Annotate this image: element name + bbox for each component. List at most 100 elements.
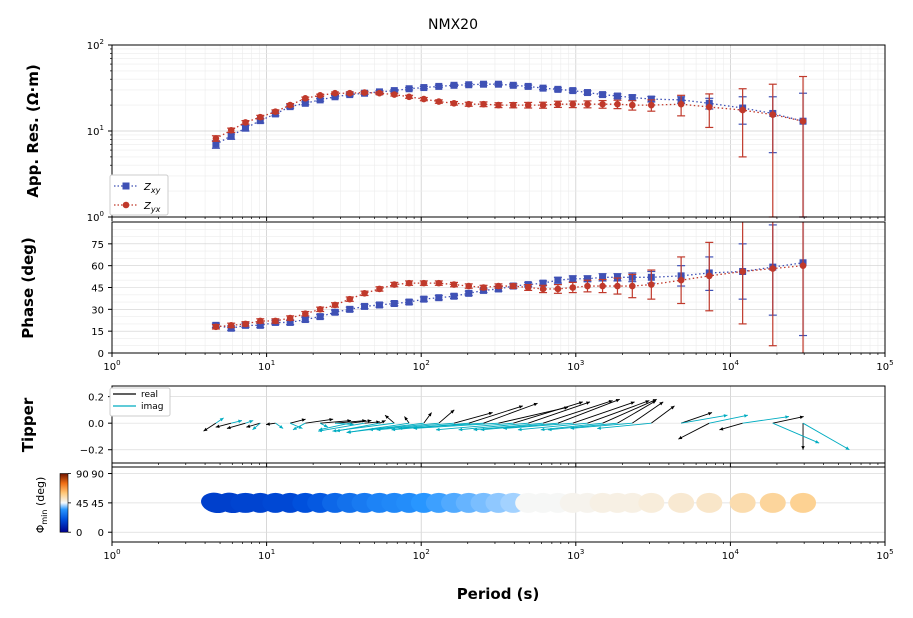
y-tick-label: 30 <box>91 305 104 316</box>
x-tick-label: 103 <box>567 548 584 562</box>
tipper-arrowhead-imag <box>435 427 440 432</box>
data-point-zyx <box>629 101 636 109</box>
data-point-zyx <box>302 310 309 318</box>
tipper-arrowhead-real <box>608 400 613 404</box>
tipper-arrowhead-real <box>266 422 270 426</box>
data-point-zyx <box>599 100 606 108</box>
series-line-zyx <box>215 265 804 328</box>
phase-tensor-ellipse <box>790 492 817 513</box>
data-point-zxy <box>554 85 562 93</box>
tipper-arrowhead-real <box>226 425 231 430</box>
tipper-arrow-real <box>528 401 591 424</box>
data-point-zyx <box>376 285 383 293</box>
tipper-arrowhead-real <box>719 427 724 431</box>
data-point-zxy <box>480 80 488 88</box>
tipper-arrowhead-imag <box>318 427 323 431</box>
x-tick-label: 101 <box>258 359 275 373</box>
tipper-arrowhead-imag <box>785 415 790 419</box>
tipper-arrowhead-imag <box>723 414 728 418</box>
data-point-zyx <box>799 117 807 125</box>
tipper-arrow-real <box>557 398 620 424</box>
tipper-arrow-imag <box>681 414 728 424</box>
data-point-zyx <box>569 284 577 291</box>
tipper-arrow-imag <box>742 416 790 424</box>
tipper-arrowhead-imag <box>279 425 284 429</box>
data-point-zyx <box>739 106 746 114</box>
data-point-zxy <box>375 301 383 309</box>
tipper-panel: −0.2 0.0 0.2 Tipper real imag <box>19 385 886 467</box>
data-point-zxy <box>494 80 502 88</box>
data-point-zxy <box>435 294 443 302</box>
tipper-arrowhead-imag <box>252 426 257 430</box>
data-point-zyx <box>524 101 532 109</box>
data-point-zxy <box>241 124 249 132</box>
tipper-arrow-real <box>513 401 583 424</box>
data-point-zyx <box>465 282 473 290</box>
y-axis-title: Tipper <box>19 397 37 452</box>
tipper-arrowhead-real <box>246 424 251 428</box>
tipper-arrowhead-real <box>367 419 372 423</box>
data-point-zxy <box>583 89 591 97</box>
data-point-zxy <box>316 313 324 321</box>
tipper-arrowhead-real <box>376 420 380 424</box>
data-point-zyx <box>705 103 713 111</box>
tipper-arrow-imag <box>503 422 573 429</box>
data-point-zyx <box>648 281 655 288</box>
tipper-arrowhead-imag <box>517 427 522 432</box>
data-point-zyx <box>648 101 655 109</box>
data-point-zxy <box>509 81 517 89</box>
tipper-arrowhead-imag <box>332 428 337 433</box>
tipper-arrow-real <box>334 420 366 424</box>
x-tick-label: 102 <box>413 548 430 562</box>
tipper-arrow-real <box>678 422 710 440</box>
tipper-arrowhead-imag <box>597 426 601 430</box>
tipper-arrowhead-real <box>615 398 620 403</box>
tipper-arrow-real <box>617 400 657 424</box>
panel-frame <box>111 44 886 218</box>
data-point-zyx <box>391 281 398 288</box>
tipper-arrow-imag <box>772 422 820 444</box>
tipper-arrowhead-real <box>404 416 408 421</box>
data-point-zyx <box>391 91 398 98</box>
data-point-zxy <box>647 95 655 103</box>
tipper-arrowhead-imag <box>249 420 254 424</box>
data-point-zxy <box>256 321 264 329</box>
data-point-zyx <box>256 113 264 121</box>
data-point-zxy <box>628 94 636 102</box>
y-tick-label: 101 <box>87 124 104 138</box>
tipper-arrow-imag <box>802 422 850 451</box>
data-point-zyx <box>465 100 473 108</box>
data-point-zyx <box>272 108 279 115</box>
data-point-zxy <box>613 92 621 100</box>
tipper-arrowhead-real <box>428 412 432 417</box>
tipper-arrowhead-imag <box>815 440 820 444</box>
data-point-zyx <box>509 282 517 290</box>
data-point-zyx <box>584 100 591 108</box>
data-point-zxy <box>227 132 235 140</box>
tipper-arrowhead-real <box>533 402 538 407</box>
tipper-arrowhead-real <box>586 401 591 405</box>
data-point-zxy <box>450 292 458 300</box>
data-point-zxy <box>361 302 369 310</box>
data-point-zxy <box>569 275 577 283</box>
tipper-arrowhead-imag <box>547 427 552 432</box>
data-point-zyx <box>420 95 428 103</box>
tipper-arrowhead-real <box>381 420 386 424</box>
tipper-arrow-imag <box>413 422 499 429</box>
y-tick-label: 0 <box>98 349 104 360</box>
tipper-arrow-imag <box>597 422 652 429</box>
colorbar-tick-label: 90 <box>76 470 89 481</box>
x-tick-label: 105 <box>876 548 893 562</box>
x-tick-label: 105 <box>876 359 893 373</box>
tipper-arrowhead-imag <box>744 414 748 418</box>
data-point-zxy <box>539 279 547 287</box>
colorbar-tick-label: 45 <box>76 499 89 510</box>
data-point-zyx <box>614 100 621 108</box>
data-point-zyx <box>227 126 235 134</box>
y-axis-title: Phase (deg) <box>19 237 37 338</box>
tipper-arrowhead-real <box>518 405 523 409</box>
data-point-zyx <box>539 101 547 109</box>
data-point-zyx <box>405 279 413 287</box>
data-point-zyx <box>346 295 354 303</box>
data-point-zxy <box>465 289 473 297</box>
